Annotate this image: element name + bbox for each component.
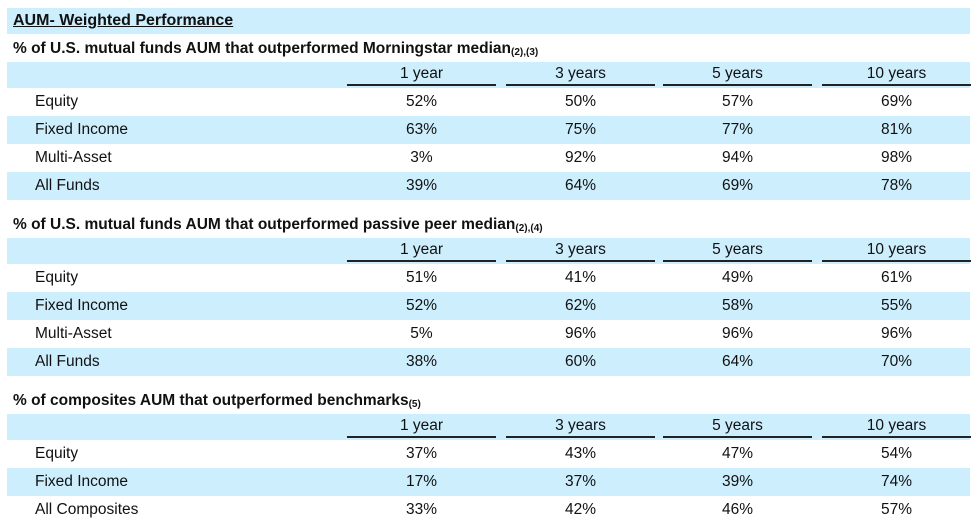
value-cell: 52% (405, 93, 438, 110)
column-header: 3 years (506, 417, 655, 438)
row-label: All Composites (35, 501, 139, 518)
value-cell: 78% (880, 177, 913, 194)
footnote-ref: (5) (408, 399, 421, 410)
value-cell: 46% (721, 501, 754, 518)
value-cell: 57% (880, 501, 913, 518)
row-label: Equity (35, 93, 79, 110)
value-cell: 75% (564, 121, 597, 138)
row-label: All Funds (35, 177, 100, 194)
table-row: Equity 51% 41% 49% 61% (7, 264, 970, 292)
value-cell: 63% (405, 121, 438, 138)
value-cell: 54% (880, 445, 913, 462)
row-label: Fixed Income (35, 121, 129, 138)
table-row: Equity 37% 43% 47% 54% (7, 440, 970, 468)
value-cell: 39% (405, 177, 438, 194)
column-header: 1 year (347, 417, 496, 438)
value-cell: 62% (564, 297, 597, 314)
value-cell: 41% (564, 269, 597, 286)
value-cell: 38% (405, 353, 438, 370)
value-cell: 5% (410, 325, 433, 342)
section-subtitle: % of U.S. mutual funds AUM that outperfo… (7, 200, 970, 238)
value-cell: 37% (564, 473, 597, 490)
value-cell: 77% (721, 121, 754, 138)
column-header: 10 years (822, 417, 971, 438)
column-header-row: 1 year 3 years 5 years 10 years (7, 238, 971, 264)
row-label: Equity (35, 269, 79, 286)
value-cell: 92% (564, 149, 597, 166)
table-row: All Funds 38% 60% 64% 70% (7, 348, 970, 376)
table-row: Fixed Income 63% 75% 77% 81% (7, 116, 970, 144)
table-row: All Composites 33% 42% 46% 57% (7, 496, 970, 524)
value-cell: 51% (405, 269, 438, 286)
footnote-ref: (2),(3) (511, 47, 539, 58)
value-cell: 49% (721, 269, 754, 286)
value-cell: 57% (721, 93, 754, 110)
column-header: 5 years (663, 65, 812, 86)
row-label: Multi-Asset (35, 325, 112, 342)
value-cell: 96% (880, 325, 913, 342)
column-header: 10 years (822, 241, 971, 262)
value-cell: 64% (564, 177, 597, 194)
subtitle-text: % of U.S. mutual funds AUM that outperfo… (13, 216, 516, 233)
value-cell: 55% (880, 297, 913, 314)
row-label: Equity (35, 445, 79, 462)
value-cell: 96% (721, 325, 754, 342)
column-header-row: 1 year 3 years 5 years 10 years (7, 62, 971, 88)
row-label: Fixed Income (35, 473, 129, 490)
column-header-row: 1 year 3 years 5 years 10 years (7, 414, 971, 440)
subtitle-text: % of U.S. mutual funds AUM that outperfo… (13, 40, 512, 57)
table-row: Fixed Income 17% 37% 39% 74% (7, 468, 970, 496)
column-header: 5 years (663, 417, 812, 438)
value-cell: 3% (410, 149, 433, 166)
value-cell: 94% (721, 149, 754, 166)
value-cell: 74% (880, 473, 913, 490)
value-cell: 43% (564, 445, 597, 462)
value-cell: 70% (880, 353, 913, 370)
value-cell: 60% (564, 353, 597, 370)
performance-table: AUM- Weighted Performance % of U.S. mutu… (7, 8, 971, 524)
value-cell: 42% (564, 501, 597, 518)
value-cell: 52% (405, 297, 438, 314)
column-header: 1 year (347, 65, 496, 86)
value-cell: 96% (564, 325, 597, 342)
table-title-row: AUM- Weighted Performance (7, 8, 970, 34)
column-header: 5 years (663, 241, 812, 262)
section-subtitle: % of U.S. mutual funds AUM that outperfo… (7, 34, 970, 62)
value-cell: 98% (880, 149, 913, 166)
table-row: All Funds 39% 64% 69% 78% (7, 172, 970, 200)
value-cell: 81% (880, 121, 913, 138)
value-cell: 58% (721, 297, 754, 314)
column-header: 1 year (347, 241, 496, 262)
row-label: All Funds (35, 353, 100, 370)
subtitle-text: % of composites AUM that outperformed be… (13, 392, 409, 409)
section-subtitle: % of composites AUM that outperformed be… (7, 376, 970, 414)
table-row: Equity 52% 50% 57% 69% (7, 88, 970, 116)
value-cell: 39% (721, 473, 754, 490)
value-cell: 64% (721, 353, 754, 370)
table-title: AUM- Weighted Performance (13, 12, 234, 29)
value-cell: 17% (405, 473, 438, 490)
value-cell: 61% (880, 269, 913, 286)
column-header: 3 years (506, 65, 655, 86)
row-label: Multi-Asset (35, 149, 112, 166)
table-row: Fixed Income 52% 62% 58% 55% (7, 292, 970, 320)
value-cell: 47% (721, 445, 754, 462)
value-cell: 69% (721, 177, 754, 194)
footnote-ref: (2),(4) (515, 223, 543, 234)
column-header: 10 years (822, 65, 971, 86)
row-label: Fixed Income (35, 297, 129, 314)
value-cell: 37% (405, 445, 438, 462)
table-row: Multi-Asset 3% 92% 94% 98% (7, 144, 970, 172)
value-cell: 50% (564, 93, 597, 110)
value-cell: 69% (880, 93, 913, 110)
value-cell: 33% (405, 501, 438, 518)
column-header: 3 years (506, 241, 655, 262)
table-row: Multi-Asset 5% 96% 96% 96% (7, 320, 970, 348)
